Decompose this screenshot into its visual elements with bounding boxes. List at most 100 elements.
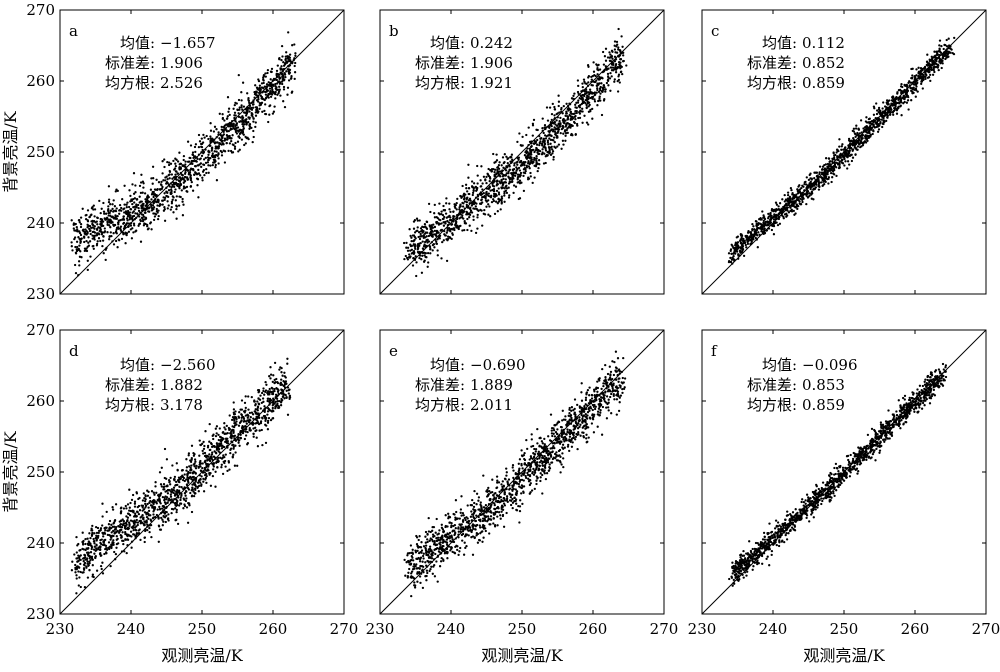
data-point	[524, 168, 526, 170]
data-point	[503, 201, 505, 203]
data-point	[914, 77, 916, 79]
data-point	[199, 439, 201, 441]
data-point	[620, 71, 622, 73]
data-point	[283, 88, 285, 90]
data-point	[771, 217, 773, 219]
data-point	[787, 194, 789, 196]
data-point	[929, 80, 931, 82]
data-point	[195, 143, 197, 145]
data-point	[120, 207, 122, 209]
data-point	[242, 119, 244, 121]
data-point	[156, 204, 158, 206]
data-point	[504, 153, 506, 155]
data-point	[790, 187, 792, 189]
data-point	[844, 146, 846, 148]
data-point	[537, 170, 539, 172]
data-point	[854, 153, 856, 155]
data-point	[116, 535, 118, 537]
data-point	[444, 222, 446, 224]
data-point	[199, 140, 201, 142]
data-point	[743, 255, 745, 257]
data-point	[92, 221, 94, 223]
data-point	[185, 500, 187, 502]
data-point	[856, 140, 858, 142]
data-point	[226, 136, 228, 138]
data-point	[789, 196, 791, 198]
data-point	[174, 174, 176, 176]
data-point	[807, 196, 809, 198]
data-point	[583, 81, 585, 83]
data-point	[131, 218, 133, 220]
data-point	[533, 119, 535, 121]
data-point	[542, 117, 544, 119]
data-point	[467, 177, 469, 179]
data-point	[168, 189, 170, 191]
data-point	[553, 126, 555, 128]
data-point	[469, 214, 471, 216]
data-point	[528, 126, 530, 128]
data-point	[552, 103, 554, 105]
data-point	[426, 240, 428, 242]
data-point	[592, 96, 594, 98]
data-point	[939, 49, 941, 51]
data-point	[421, 272, 423, 274]
data-point	[82, 229, 84, 231]
data-point	[252, 130, 254, 132]
data-point	[843, 164, 845, 166]
data-point	[288, 392, 290, 394]
data-point	[892, 114, 894, 116]
data-point	[614, 66, 616, 68]
data-point	[422, 240, 424, 242]
data-point	[288, 68, 290, 70]
data-point	[167, 207, 169, 209]
data-point	[236, 123, 238, 125]
data-point	[84, 247, 86, 249]
data-point	[740, 233, 742, 235]
data-point	[88, 245, 90, 247]
data-point	[475, 205, 477, 207]
data-point	[461, 185, 463, 187]
data-point	[215, 164, 217, 166]
data-point	[123, 203, 125, 205]
data-point	[467, 164, 469, 166]
data-point	[190, 461, 192, 463]
data-point	[448, 202, 450, 204]
data-point	[920, 81, 922, 83]
data-point	[267, 90, 269, 92]
data-point	[269, 90, 271, 92]
data-point	[153, 206, 155, 208]
data-point	[115, 188, 117, 190]
data-point	[421, 235, 423, 237]
data-point	[119, 219, 121, 221]
data-point	[225, 138, 227, 140]
data-point	[524, 151, 526, 153]
data-point	[123, 185, 125, 187]
data-point	[270, 78, 272, 80]
data-point	[416, 230, 418, 232]
data-point	[509, 156, 511, 158]
data-point	[240, 104, 242, 106]
data-point	[421, 255, 423, 257]
data-point	[480, 185, 482, 187]
data-point	[833, 166, 835, 168]
data-point	[288, 79, 290, 81]
data-point	[405, 242, 407, 244]
data-point	[878, 128, 880, 130]
data-point	[179, 502, 181, 504]
data-point	[564, 115, 566, 117]
data-point	[281, 83, 283, 85]
data-point	[264, 381, 266, 383]
data-point	[167, 196, 169, 198]
data-point	[212, 468, 214, 470]
data-point	[238, 411, 240, 413]
data-point	[113, 551, 115, 553]
data-point	[480, 199, 482, 201]
data-point	[434, 226, 436, 228]
data-point	[203, 169, 205, 171]
data-point	[946, 45, 948, 47]
data-point	[735, 243, 737, 245]
data-point	[243, 144, 245, 146]
data-point	[174, 158, 176, 160]
data-point	[582, 100, 584, 102]
data-point	[255, 106, 257, 108]
